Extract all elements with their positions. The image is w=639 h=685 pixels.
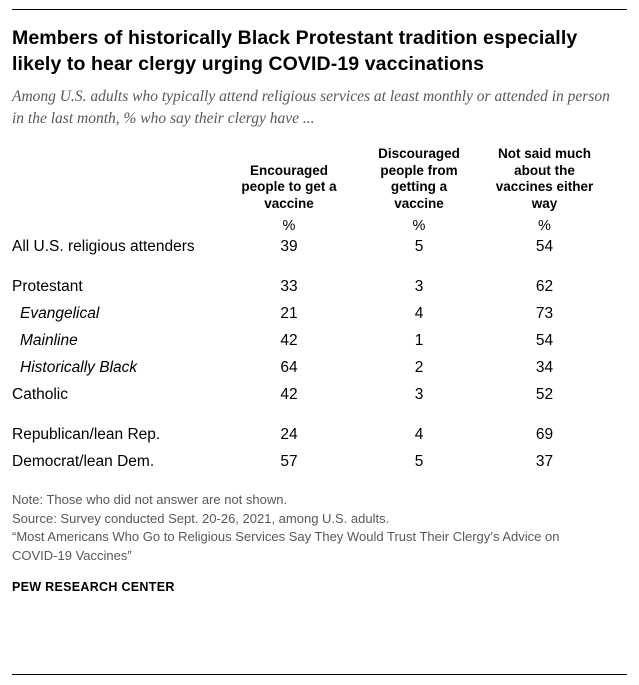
row-protestant: Protestant 33 3 62 <box>12 274 627 301</box>
row-label: Republican/lean Rep. <box>12 426 161 444</box>
source-line: Source: Survey conducted Sept. 20-26, 20… <box>12 510 390 526</box>
cell-value: 39 <box>280 238 298 256</box>
report-card: Members of historically Black Protestant… <box>0 9 639 675</box>
page-title: Members of historically Black Protestant… <box>12 27 578 76</box>
cell-value: 57 <box>280 453 298 471</box>
cell-value: 24 <box>280 426 298 444</box>
row-label: Catholic <box>12 386 68 404</box>
cell-value: 21 <box>280 305 298 323</box>
cell-value: 54 <box>535 238 554 256</box>
cell-value: 73 <box>535 305 554 323</box>
cell-value: 4 <box>414 305 424 323</box>
pew-research-center-label: PEW RESEARCH CENTER <box>12 580 175 595</box>
footnotes: Note: Those who did not answer are not s… <box>12 491 597 566</box>
cell-value: 69 <box>535 426 554 444</box>
row-republican-lean-rep: Republican/lean Rep. 24 4 69 <box>12 422 627 449</box>
column-header-cell: Not said much about the vaccines either … <box>484 146 605 212</box>
column-header-cell: Encouraged people to get a vaccine <box>224 163 354 213</box>
cell-value: 5 <box>414 238 424 256</box>
note-line: Note: Those who did not answer are not s… <box>12 491 288 507</box>
row-historically-black: Historically Black 64 2 34 <box>12 355 627 382</box>
cell-value: 2 <box>414 359 424 377</box>
cell-value: 1 <box>414 332 424 350</box>
cell-value: 5 <box>414 453 424 471</box>
cell-value: 54 <box>535 332 554 350</box>
row-label: Historically Black <box>20 359 138 377</box>
data-table: Encouraged people to get a vaccine Disco… <box>12 146 627 475</box>
column-header-not-said-much: Not said much about the vaccines either … <box>495 146 594 211</box>
cell-value: 3 <box>414 386 424 404</box>
row-label: Mainline <box>20 332 78 350</box>
row-evangelical: Evangelical 21 4 73 <box>12 301 627 328</box>
row-all-us-religious-attenders: All U.S. religious attenders 39 5 54 <box>12 234 627 261</box>
cell-value: 3 <box>414 278 424 296</box>
bottom-divider <box>12 674 627 675</box>
unit-spacer <box>12 218 224 234</box>
table-header-row: Encouraged people to get a vaccine Disco… <box>12 146 627 212</box>
unit-label: % <box>538 217 551 234</box>
cell-value: 37 <box>535 453 554 471</box>
unit-label: % <box>282 217 296 234</box>
cell-value: 62 <box>535 278 554 296</box>
cell-value: 64 <box>280 359 298 377</box>
unit-row: % % % <box>12 218 627 234</box>
column-header-cell: Discouraged people from getting a vaccin… <box>354 146 484 212</box>
cell-value: 33 <box>280 278 298 296</box>
row-mainline: Mainline 42 1 54 <box>12 328 627 355</box>
cell-value: 52 <box>535 386 554 404</box>
cell-value: 42 <box>280 386 298 404</box>
cell-value: 4 <box>414 426 424 444</box>
top-divider <box>12 9 627 10</box>
row-label: Democrat/lean Dem. <box>12 453 155 471</box>
row-label: All U.S. religious attenders <box>12 238 195 256</box>
report-quote-line: “Most Americans Who Go to Religious Serv… <box>12 529 560 564</box>
row-catholic: Catholic 42 3 52 <box>12 382 627 409</box>
cell-value: 42 <box>280 332 298 350</box>
row-label: Evangelical <box>20 305 100 323</box>
cell-value: 34 <box>535 359 554 377</box>
row-democrat-lean-dem: Democrat/lean Dem. 57 5 37 <box>12 449 627 476</box>
chart-subtitle: Among U.S. adults who typically attend r… <box>12 88 610 128</box>
column-header-discouraged: Discouraged people from getting a vaccin… <box>378 146 460 211</box>
unit-label: % <box>412 217 426 234</box>
column-header-encouraged: Encouraged people to get a vaccine <box>241 162 337 211</box>
row-label: Protestant <box>12 278 83 296</box>
